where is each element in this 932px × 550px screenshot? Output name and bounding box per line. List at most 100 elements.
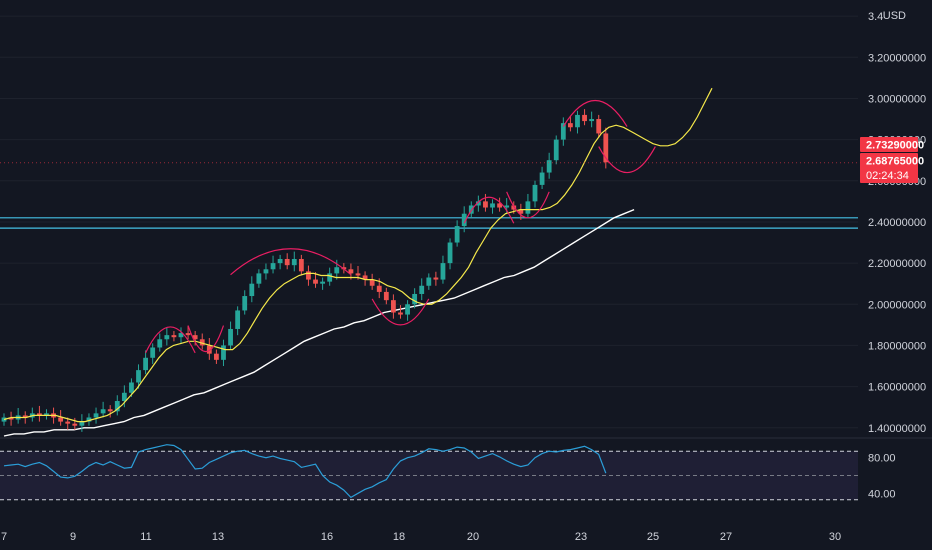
y-tick-label: 1.40000000 [868, 423, 926, 435]
x-tick-label: 13 [212, 531, 224, 543]
horizontal-lines[interactable] [0, 217, 858, 229]
candle-body [206, 345, 212, 354]
candle-body [129, 382, 134, 393]
x-tick-label: 7 [1, 531, 7, 543]
candle-body [93, 413, 99, 418]
candle-body [107, 409, 113, 412]
candle-body [327, 273, 333, 282]
candle-body [22, 415, 28, 418]
candle-body [461, 213, 467, 227]
slow-ma-line [3, 208, 635, 437]
price-tag-bg [860, 137, 918, 152]
candle-body [603, 133, 609, 163]
candle-body [426, 277, 432, 286]
candle-body [362, 275, 368, 280]
candle-body [419, 285, 425, 294]
annotation-arc [463, 196, 515, 224]
candle-body [355, 273, 361, 276]
candle-body [8, 417, 14, 420]
candle-body [504, 205, 510, 208]
candle-body [121, 392, 127, 402]
annotation-arc [230, 248, 352, 276]
candle-body [553, 139, 559, 161]
candle-body [334, 267, 340, 274]
candle-body [560, 123, 566, 140]
candle-body [596, 119, 602, 134]
candle-body [348, 269, 354, 274]
rsi-level-label: 40.00 [868, 488, 896, 500]
price-axis[interactable]: 1.40000000 1.60000000 1.80000000 2.00000000… [868, 11, 926, 435]
candle-body [143, 357, 148, 371]
candle-body [249, 283, 255, 297]
candle-body [284, 258, 290, 266]
candle-body [214, 353, 219, 360]
candle-body [178, 333, 184, 338]
candle-body [100, 409, 106, 414]
candle-body [546, 160, 552, 173]
candle-body [575, 114, 580, 128]
candle-body [72, 423, 78, 426]
candle-body [44, 413, 49, 416]
countdown-label: 02:24:34 [866, 170, 909, 182]
candle-body [497, 203, 502, 208]
candle-body [37, 413, 42, 416]
candle-body [398, 312, 403, 315]
y-tick-label: 2.20000000 [868, 258, 926, 270]
candle-body [171, 335, 177, 338]
candle-body [79, 421, 85, 426]
candle-body [483, 201, 488, 208]
price-tags: 2.73290000 2.68765000 02:24:34 [0, 137, 924, 183]
y-tick-label: 1.80000000 [868, 340, 926, 352]
annotation-arc [145, 326, 196, 354]
y-tick-label: 2.40000000 [868, 217, 926, 229]
candle-body [150, 347, 156, 358]
annotation-arc [187, 325, 225, 353]
candle-body [298, 258, 304, 272]
candle-body [412, 293, 418, 305]
candle-body [185, 333, 191, 336]
rsi-level-label: 80.00 [868, 453, 896, 465]
x-tick-label: 23 [575, 531, 587, 543]
candle-body [405, 304, 410, 315]
candle-body [1, 417, 7, 422]
x-tick-label: 20 [467, 531, 479, 543]
candle-body [454, 226, 460, 243]
price-tag-label: 2.68765000 [866, 156, 924, 168]
candle-body [532, 184, 538, 202]
y-tick-label: 3.20000000 [868, 52, 926, 64]
candle-body [490, 203, 495, 208]
candle-body [65, 421, 71, 424]
x-tick-label: 16 [321, 531, 333, 543]
candle-body [199, 339, 205, 346]
candle-body [313, 279, 318, 284]
candle-body [114, 401, 120, 412]
annotation-arc [371, 298, 430, 326]
candle-body [164, 335, 170, 340]
candle-body [433, 277, 439, 280]
y-tick-label: 3.4 [868, 11, 883, 23]
candle-body [383, 291, 389, 301]
candle-body [391, 300, 396, 313]
fast-moving-average [3, 87, 713, 423]
candle-body [263, 269, 269, 274]
x-tick-label: 25 [647, 531, 659, 543]
rsi-line [3, 444, 607, 499]
price-tag-bg [860, 153, 918, 183]
candle-body [376, 285, 382, 292]
candle-body [475, 201, 481, 206]
candle-body [256, 273, 262, 284]
currency-label[interactable]: USD [883, 10, 906, 22]
candle-body [235, 310, 241, 329]
annotation-arc [598, 146, 656, 174]
grid [0, 15, 858, 429]
candles [1, 109, 609, 432]
candle-body [511, 205, 517, 210]
candle-body [277, 258, 283, 264]
annotation-arcs[interactable] [145, 100, 656, 354]
time-axis[interactable]: 7 9 11 13 16 18 20 23 25 27 30 [1, 531, 841, 543]
candle-body [270, 263, 276, 270]
candle-body [136, 370, 141, 383]
candle-body [539, 172, 545, 185]
price-tag-label: 2.73290000 [866, 140, 924, 152]
